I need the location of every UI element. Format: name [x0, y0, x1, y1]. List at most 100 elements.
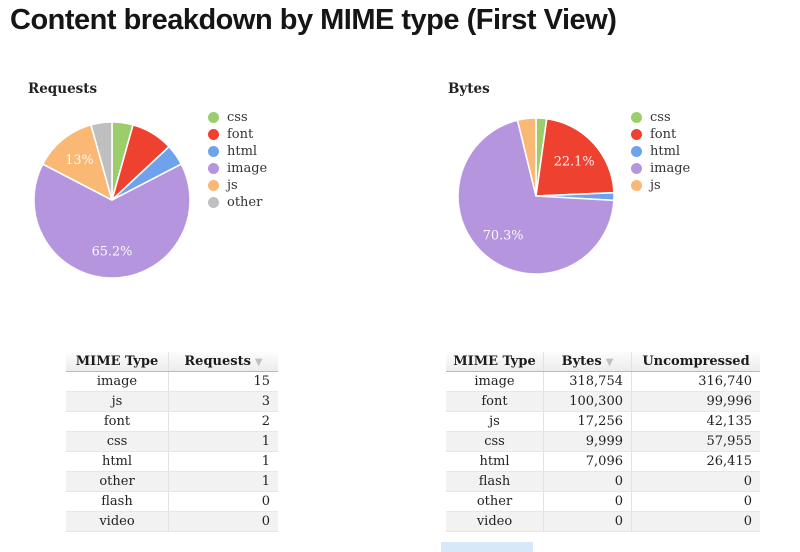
- legend-item-image[interactable]: image: [208, 160, 267, 177]
- legend-item-html[interactable]: html: [631, 143, 690, 160]
- table-row: video 0 0: [446, 511, 760, 532]
- legend-label: html: [227, 144, 258, 159]
- pie-slice-image[interactable]: [33, 163, 191, 279]
- value-cell: 3: [168, 391, 278, 412]
- requests-table: MIME Type Requests ▼ image 15 js 3 font 2 css 1 htm…: [66, 352, 278, 532]
- pie-slice-other[interactable]: [90, 121, 113, 201]
- legend-swatch-icon: [208, 197, 219, 208]
- bytes-chart-title: Bytes: [448, 81, 490, 97]
- table-row: image 318,754 316,740: [446, 371, 760, 392]
- value-cell: 0: [631, 471, 760, 492]
- legend-item-font[interactable]: font: [631, 126, 690, 143]
- value-cell: 0: [631, 511, 760, 532]
- value-cell: 42,135: [631, 411, 760, 432]
- legend-item-other[interactable]: other: [208, 194, 267, 211]
- mime-type-cell: css: [446, 431, 544, 452]
- column-header-requests[interactable]: Requests ▼: [168, 352, 278, 372]
- column-header-label: Bytes: [561, 354, 602, 369]
- legend-swatch-icon: [208, 180, 219, 191]
- value-cell: 17,256: [543, 411, 632, 432]
- bytes-pie-chart: 22.1% 70.3%: [457, 117, 615, 275]
- mime-type-cell: flash: [66, 491, 169, 512]
- legend-label: other: [227, 195, 263, 210]
- legend-label: css: [650, 110, 671, 125]
- pie-slice-label: 70.3%: [483, 229, 524, 244]
- legend-item-image[interactable]: image: [631, 160, 690, 177]
- legend-item-font[interactable]: font: [208, 126, 267, 143]
- column-header-label: Requests: [184, 354, 251, 369]
- value-cell: 57,955: [631, 431, 760, 452]
- table-row: image 15: [66, 371, 278, 392]
- table-row: css 1: [66, 431, 278, 452]
- table-row: font 100,300 99,996: [446, 391, 760, 412]
- column-header-uncompressed[interactable]: Uncompressed: [631, 352, 760, 372]
- legend-label: js: [227, 178, 238, 193]
- pie-slice-font[interactable]: [535, 117, 615, 197]
- column-header-bytes[interactable]: Bytes ▼: [543, 352, 632, 372]
- table-row: font 2: [66, 411, 278, 432]
- column-header-label: MIME Type: [75, 354, 159, 369]
- legend-item-css[interactable]: css: [208, 109, 267, 126]
- value-cell: 99,996: [631, 391, 760, 412]
- column-header-mime-type[interactable]: MIME Type: [66, 352, 169, 372]
- legend-item-html[interactable]: html: [208, 143, 267, 160]
- sort-descending-icon: ▼: [254, 357, 263, 368]
- value-cell: 15: [168, 371, 278, 392]
- value-cell: 1: [168, 451, 278, 472]
- table-header-row: MIME Type Bytes ▼ Uncompressed: [446, 352, 760, 372]
- legend-swatch-icon: [208, 163, 219, 174]
- value-cell: 7,096: [543, 451, 632, 472]
- value-cell: 0: [543, 491, 632, 512]
- table-row: js 3: [66, 391, 278, 412]
- legend-swatch-icon: [631, 163, 642, 174]
- column-header-label: Uncompressed: [642, 354, 750, 369]
- mime-type-cell: video: [66, 511, 169, 532]
- mime-type-cell: image: [446, 371, 544, 392]
- pie-slice-js[interactable]: [516, 117, 537, 197]
- column-header-mime-type[interactable]: MIME Type: [446, 352, 544, 372]
- pie-slice-js[interactable]: [41, 124, 113, 201]
- legend-label: css: [227, 110, 248, 125]
- value-cell: 9,999: [543, 431, 632, 452]
- mime-type-cell: js: [446, 411, 544, 432]
- pie-slice-label: 22.1%: [554, 154, 595, 169]
- legend-item-js[interactable]: js: [631, 177, 690, 194]
- table-row: flash 0: [66, 491, 278, 512]
- legend-item-css[interactable]: css: [631, 109, 690, 126]
- table-row: css 9,999 57,955: [446, 431, 760, 452]
- table-row: html 1: [66, 451, 278, 472]
- mime-type-cell: js: [66, 391, 169, 412]
- legend-swatch-icon: [208, 129, 219, 140]
- mime-type-cell: font: [446, 391, 544, 412]
- value-cell: 26,415: [631, 451, 760, 472]
- mime-type-cell: other: [66, 471, 169, 492]
- table-row: video 0: [66, 511, 278, 532]
- legend-swatch-icon: [208, 146, 219, 157]
- value-cell: 1: [168, 471, 278, 492]
- legend-swatch-icon: [631, 146, 642, 157]
- legend-item-js[interactable]: js: [208, 177, 267, 194]
- bytes-legend: css font html image js: [631, 109, 690, 194]
- table-row: html 7,096 26,415: [446, 451, 760, 472]
- legend-swatch-icon: [631, 129, 642, 140]
- table-row: other 1: [66, 471, 278, 492]
- table-row: flash 0 0: [446, 471, 760, 492]
- requests-pie-chart: 65.2% 13%: [33, 121, 191, 279]
- table-row: js 17,256 42,135: [446, 411, 760, 432]
- page-title: Content breakdown by MIME type (First Vi…: [10, 4, 617, 36]
- value-cell: 0: [631, 491, 760, 512]
- pie-slice-image[interactable]: [457, 119, 615, 275]
- legend-label: js: [650, 178, 661, 193]
- value-cell: 2: [168, 411, 278, 432]
- requests-chart-title: Requests: [28, 81, 98, 97]
- mime-type-cell: other: [446, 491, 544, 512]
- mime-breakdown-table: MIME Type Bytes ▼ Uncompressed image 318,754 3…: [446, 352, 760, 532]
- value-cell: 0: [543, 511, 632, 532]
- legend-swatch-icon: [631, 180, 642, 191]
- mime-breakdown-table: MIME Type Requests ▼ image 15 js 3 font 2 css 1 htm…: [66, 352, 278, 532]
- legend-label: font: [227, 127, 254, 142]
- sort-descending-icon: ▼: [605, 357, 614, 368]
- legend-label: image: [650, 161, 691, 176]
- pie-slice-label: 65.2%: [92, 244, 133, 259]
